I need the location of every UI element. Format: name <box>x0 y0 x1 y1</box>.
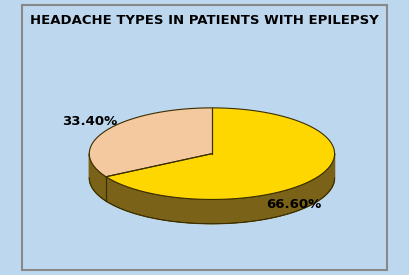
Polygon shape <box>89 108 212 177</box>
Text: HEADACHE TYPES IN PATIENTS WITH EPILEPSY: HEADACHE TYPES IN PATIENTS WITH EPILEPSY <box>30 13 379 27</box>
Polygon shape <box>106 154 335 224</box>
Polygon shape <box>106 108 335 199</box>
Text: 33.40%: 33.40% <box>62 115 117 128</box>
Text: 66.60%: 66.60% <box>266 198 321 211</box>
Polygon shape <box>89 154 106 201</box>
Polygon shape <box>89 154 335 224</box>
